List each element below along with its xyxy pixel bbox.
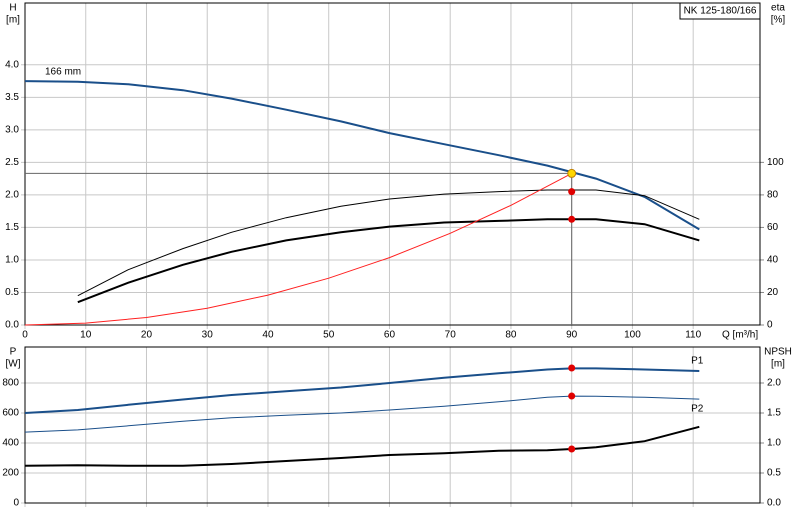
plot-area <box>25 347 760 503</box>
y2-tick-label: 0.0 <box>767 498 781 509</box>
x-tick-label: 110 <box>685 330 701 341</box>
series-label: 166 mm <box>45 67 81 78</box>
marker <box>568 392 576 400</box>
y-tick-label: 1.5 <box>5 222 19 233</box>
marker <box>568 364 576 372</box>
y2-tick-label: 60 <box>767 222 779 233</box>
x-axis-label: Q [m³/h] <box>722 330 758 341</box>
y-tick-label: 1.0 <box>5 255 19 266</box>
y2-tick-label: 0.5 <box>767 468 781 479</box>
y2-tick-label: 0 <box>767 320 773 331</box>
series-line <box>24 425 700 467</box>
marker <box>568 188 576 196</box>
marker <box>568 445 576 453</box>
y2-tick-label: 20 <box>767 287 779 298</box>
series-line <box>24 80 700 231</box>
plot-area <box>25 3 760 325</box>
y-tick-label: 0.0 <box>5 320 19 331</box>
y-tick-label: 200 <box>2 468 19 479</box>
y-tick-label: 400 <box>2 438 19 449</box>
y2-tick-label: 80 <box>767 190 779 201</box>
y-tick-label: 800 <box>2 378 19 389</box>
y-tick-label: 2.5 <box>5 157 19 168</box>
y-tick-label: 4.0 <box>5 59 19 70</box>
series-line <box>24 367 700 414</box>
plot-frame <box>24 346 761 504</box>
y-tick-label: 0 <box>13 498 19 509</box>
x-tick-label: 30 <box>202 330 214 341</box>
y-axis-label: [W] <box>6 359 21 370</box>
y-tick-label: 3.5 <box>5 92 19 103</box>
y-tick-label: 2.0 <box>5 190 19 201</box>
duty-point <box>567 168 577 178</box>
series-label: P1 <box>691 356 704 367</box>
y-axis-label: P <box>10 347 17 358</box>
series-line <box>24 395 700 433</box>
x-tick-label: 100 <box>624 330 641 341</box>
x-tick-label: 20 <box>141 330 153 341</box>
y2-tick-label: 100 <box>767 157 784 168</box>
y2-axis-label: NPSH <box>764 347 792 358</box>
y2-axis-label: eta <box>771 3 785 14</box>
y-tick-label: 600 <box>2 408 19 419</box>
y-tick-label: 0.5 <box>5 287 19 298</box>
y2-axis-label: [%] <box>771 15 786 26</box>
x-tick-label: 60 <box>384 330 396 341</box>
y-tick-label: 3.0 <box>5 124 19 135</box>
x-tick-label: 90 <box>566 330 578 341</box>
chart-title: NK 125-180/166 <box>684 6 757 17</box>
y2-axis-label: [m] <box>771 359 785 370</box>
x-tick-label: 50 <box>323 330 335 341</box>
x-tick-label: 0 <box>22 330 28 341</box>
y2-tick-label: 1.0 <box>767 438 781 449</box>
marker <box>568 215 576 223</box>
title-box <box>679 2 761 20</box>
series-label: P2 <box>691 404 704 415</box>
x-tick-label: 10 <box>80 330 92 341</box>
y-axis-label: [m] <box>6 15 20 26</box>
y2-tick-label: 40 <box>767 255 779 266</box>
x-tick-label: 80 <box>505 330 517 341</box>
series-line <box>77 218 700 304</box>
x-tick-label: 40 <box>262 330 274 341</box>
x-tick-label: 70 <box>445 330 457 341</box>
plot-frame <box>24 2 761 326</box>
y-axis-label: H <box>9 3 16 14</box>
series-line <box>77 189 700 297</box>
y2-tick-label: 1.5 <box>767 408 781 419</box>
y2-tick-label: 2.0 <box>767 378 781 389</box>
series-line <box>24 172 572 326</box>
